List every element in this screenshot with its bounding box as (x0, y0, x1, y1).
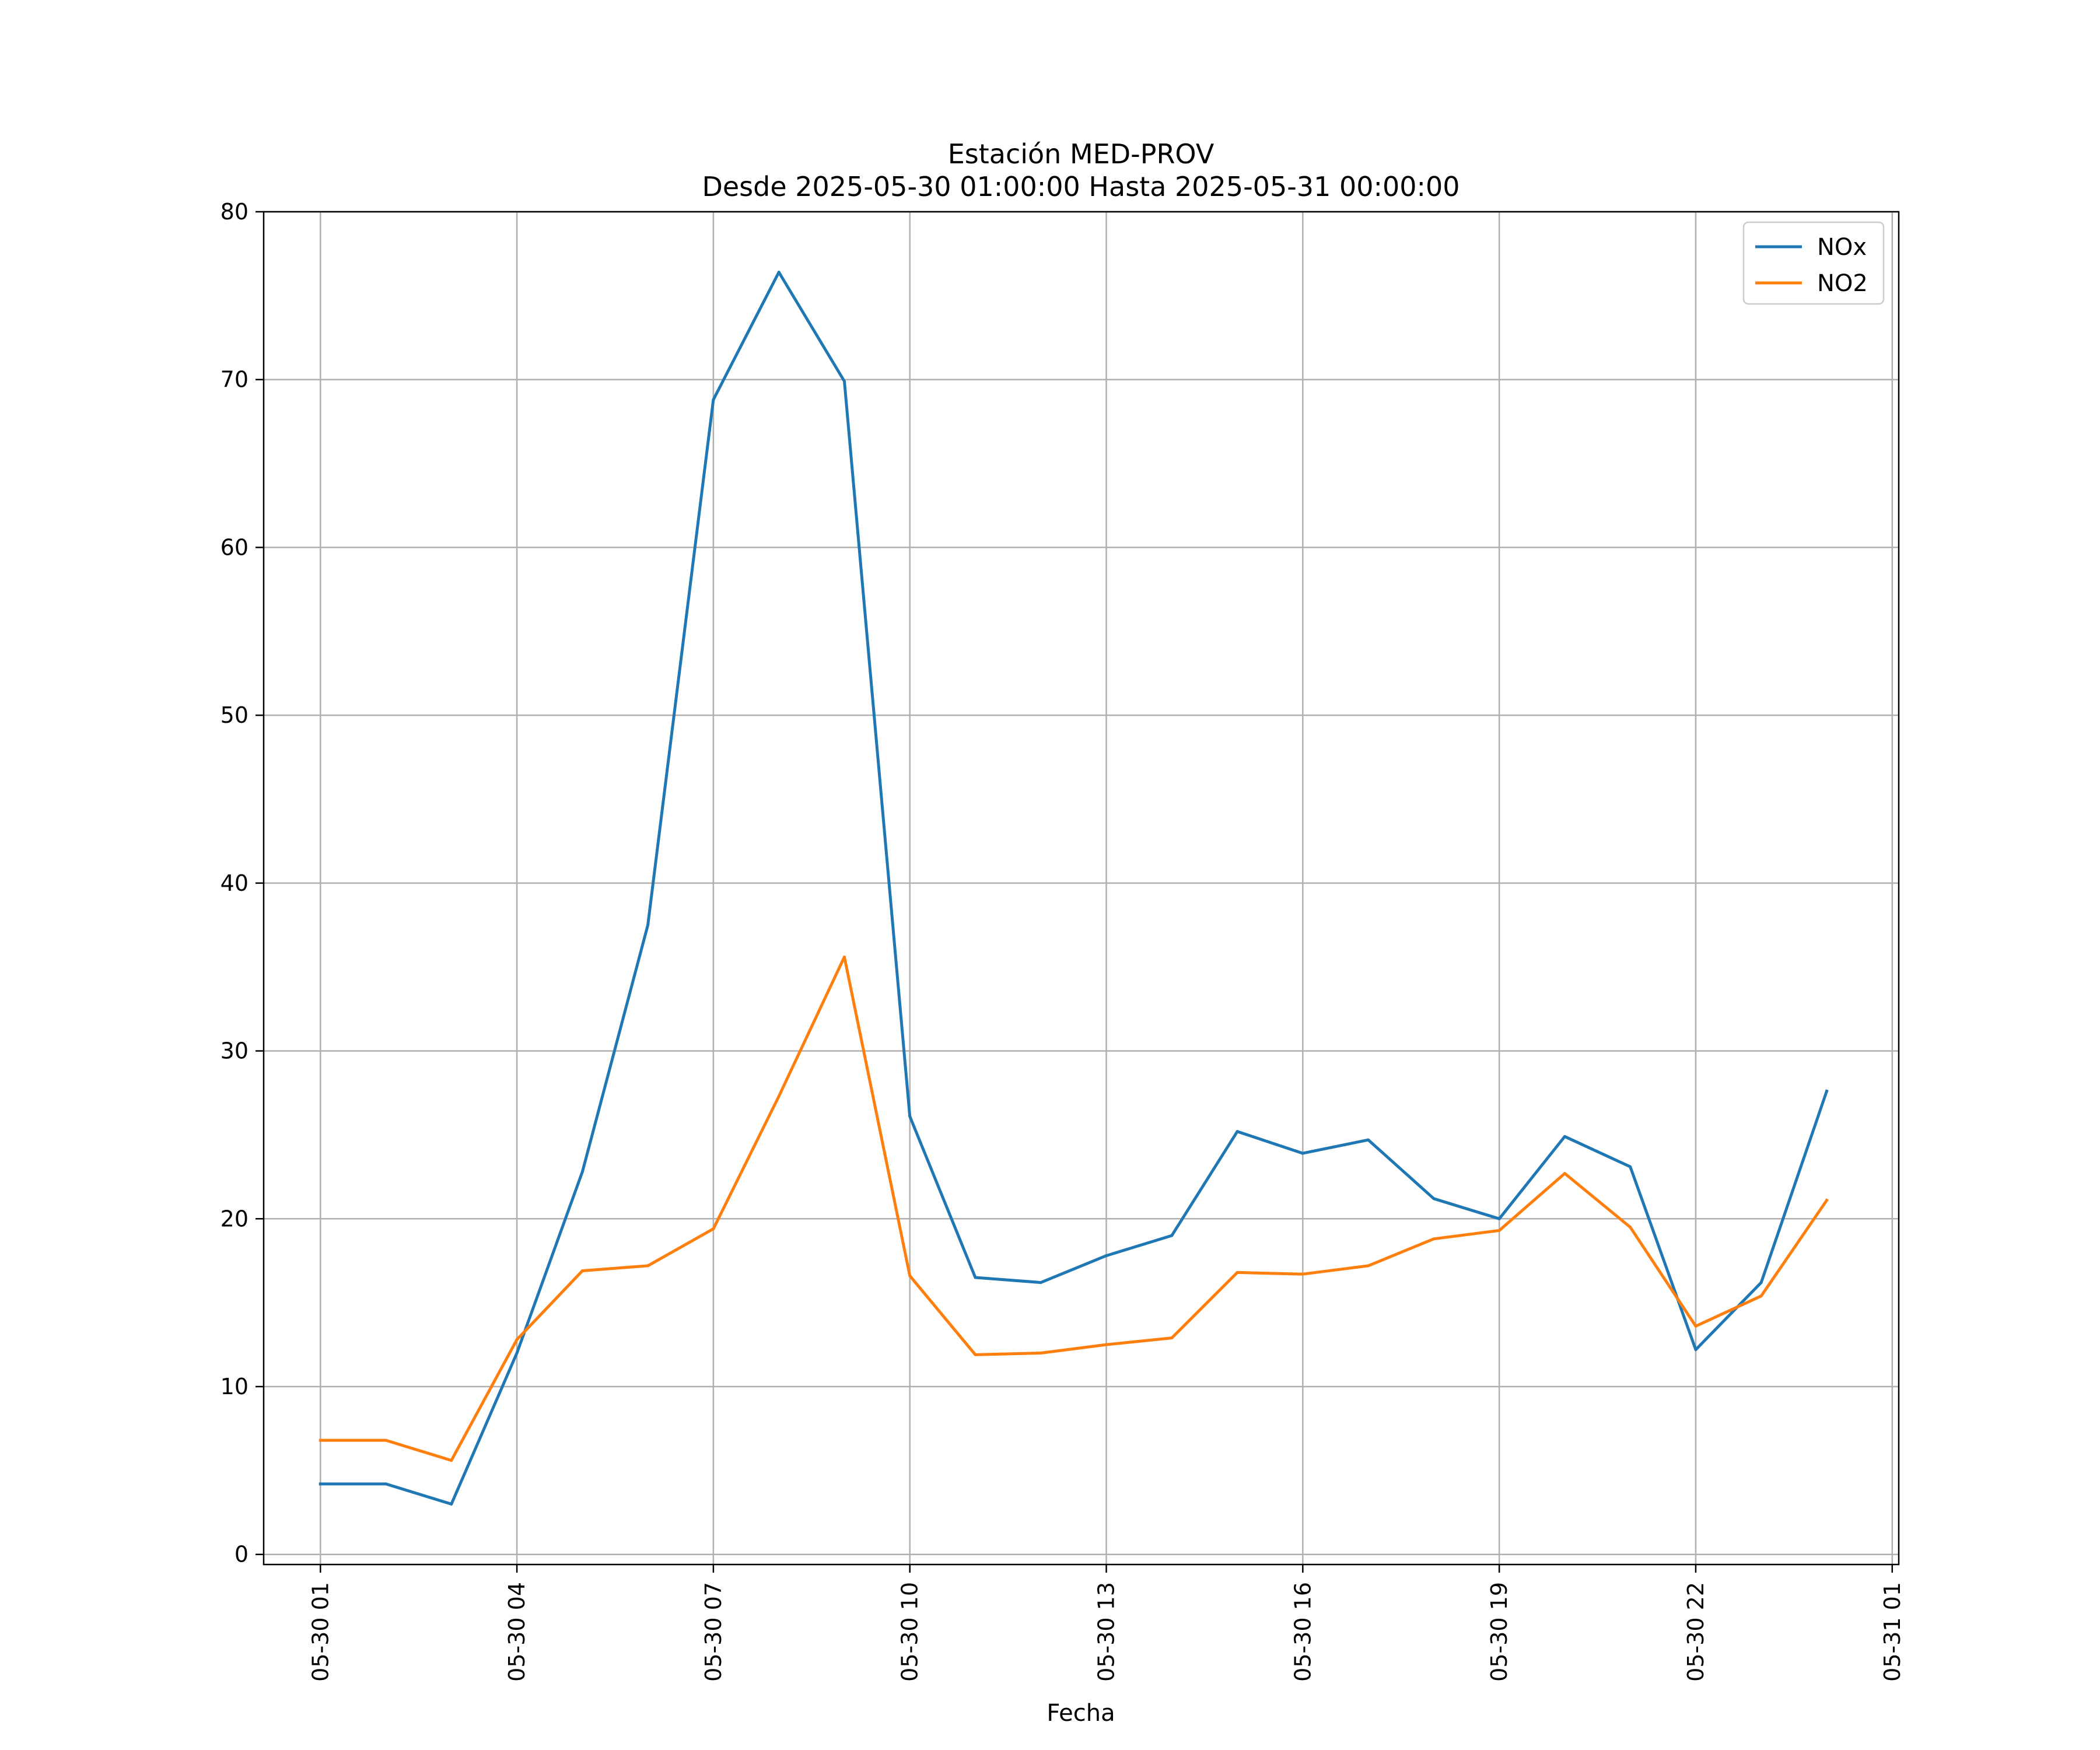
data-point-nox (1039, 1281, 1042, 1284)
data-point-no2 (1367, 1264, 1370, 1268)
series-line-no2 (318, 956, 1829, 1462)
data-point-no2 (1105, 1343, 1108, 1346)
data-point-no2 (777, 1094, 780, 1098)
data-point-nox (318, 1482, 322, 1486)
x-tick-label: 05-30 22 (1683, 1582, 1709, 1682)
y-tick-label: 80 (220, 199, 249, 225)
data-point-nox (1759, 1281, 1763, 1284)
x-tick-label: 05-30 01 (307, 1582, 333, 1682)
data-point-nox (1563, 1135, 1566, 1138)
data-point-nox (384, 1482, 388, 1486)
data-point-no2 (908, 1274, 912, 1278)
data-point-no2 (1170, 1336, 1174, 1340)
data-point-nox (1236, 1130, 1239, 1133)
data-point-no2 (1432, 1237, 1436, 1241)
data-point-nox (1825, 1090, 1829, 1093)
series-layer (318, 271, 1829, 1506)
x-tick-label: 05-31 01 (1880, 1582, 1905, 1682)
data-point-no2 (1759, 1294, 1763, 1298)
data-point-nox (1432, 1197, 1436, 1200)
data-point-no2 (842, 955, 846, 958)
y-axis: 0 10 20 30 40 50 60 70 80 (220, 199, 264, 1567)
data-point-nox (1170, 1234, 1174, 1237)
data-point-nox (908, 1115, 912, 1118)
data-point-no2 (1825, 1199, 1829, 1202)
data-point-no2 (1236, 1270, 1239, 1274)
data-point-no2 (1497, 1228, 1501, 1232)
data-point-nox (1367, 1138, 1370, 1142)
data-point-no2 (450, 1459, 453, 1462)
chart-title: Estación MED-PROV (948, 138, 1214, 170)
data-point-nox (842, 380, 846, 383)
data-point-no2 (1694, 1324, 1698, 1328)
series-line-nox (318, 271, 1829, 1506)
x-tick-label: 05-30 13 (1094, 1582, 1119, 1682)
y-tick-label: 70 (220, 367, 249, 393)
x-axis: 05-30 01 05-30 04 05-30 07 05-30 10 05-30 13… (307, 1564, 1905, 1682)
x-tick-label: 05-30 19 (1486, 1582, 1512, 1682)
data-point-nox (646, 923, 650, 927)
x-axis-label: Fecha (1046, 1700, 1115, 1727)
data-point-no2 (580, 1269, 584, 1272)
x-tick-label: 05-30 07 (701, 1582, 726, 1682)
data-point-nox (515, 1351, 519, 1354)
data-point-no2 (384, 1438, 388, 1442)
data-point-nox (1497, 1217, 1501, 1220)
data-point-nox (1694, 1348, 1698, 1352)
data-point-nox (580, 1170, 584, 1174)
y-tick-label: 10 (220, 1374, 249, 1399)
data-point-no2 (974, 1353, 977, 1356)
plot-area (262, 211, 1900, 1566)
y-tick-label: 20 (220, 1206, 249, 1231)
data-point-no2 (1629, 1226, 1632, 1229)
data-point-no2 (712, 1227, 715, 1231)
data-point-no2 (1563, 1172, 1566, 1175)
legend: NOx NO2 (1742, 221, 1885, 305)
data-point-nox (1301, 1152, 1304, 1155)
data-point-no2 (515, 1338, 519, 1341)
x-tick-label: 05-30 04 (504, 1582, 530, 1682)
x-tick-label: 05-30 10 (897, 1582, 923, 1682)
grid (264, 211, 1899, 1564)
legend-label: NO2 (1817, 270, 1868, 297)
data-point-nox (777, 271, 780, 274)
y-tick-label: 40 (220, 870, 249, 896)
data-point-no2 (1301, 1272, 1304, 1276)
data-point-nox (712, 398, 715, 401)
y-tick-label: 50 (220, 702, 249, 728)
data-point-nox (974, 1276, 977, 1279)
data-point-nox (1629, 1165, 1632, 1168)
y-tick-label: 0 (235, 1542, 249, 1567)
y-tick-label: 60 (220, 534, 249, 560)
chart-subtitle: Desde 2025-05-30 01:00:00 Hasta 2025-05-… (702, 171, 1460, 202)
y-tick-label: 30 (220, 1038, 249, 1064)
data-point-no2 (318, 1438, 322, 1442)
data-point-nox (1105, 1254, 1108, 1258)
data-point-nox (450, 1502, 453, 1506)
legend-label: NOx (1817, 234, 1867, 261)
data-point-no2 (646, 1264, 650, 1268)
data-point-no2 (1039, 1351, 1042, 1354)
x-tick-label: 05-30 16 (1290, 1582, 1315, 1682)
